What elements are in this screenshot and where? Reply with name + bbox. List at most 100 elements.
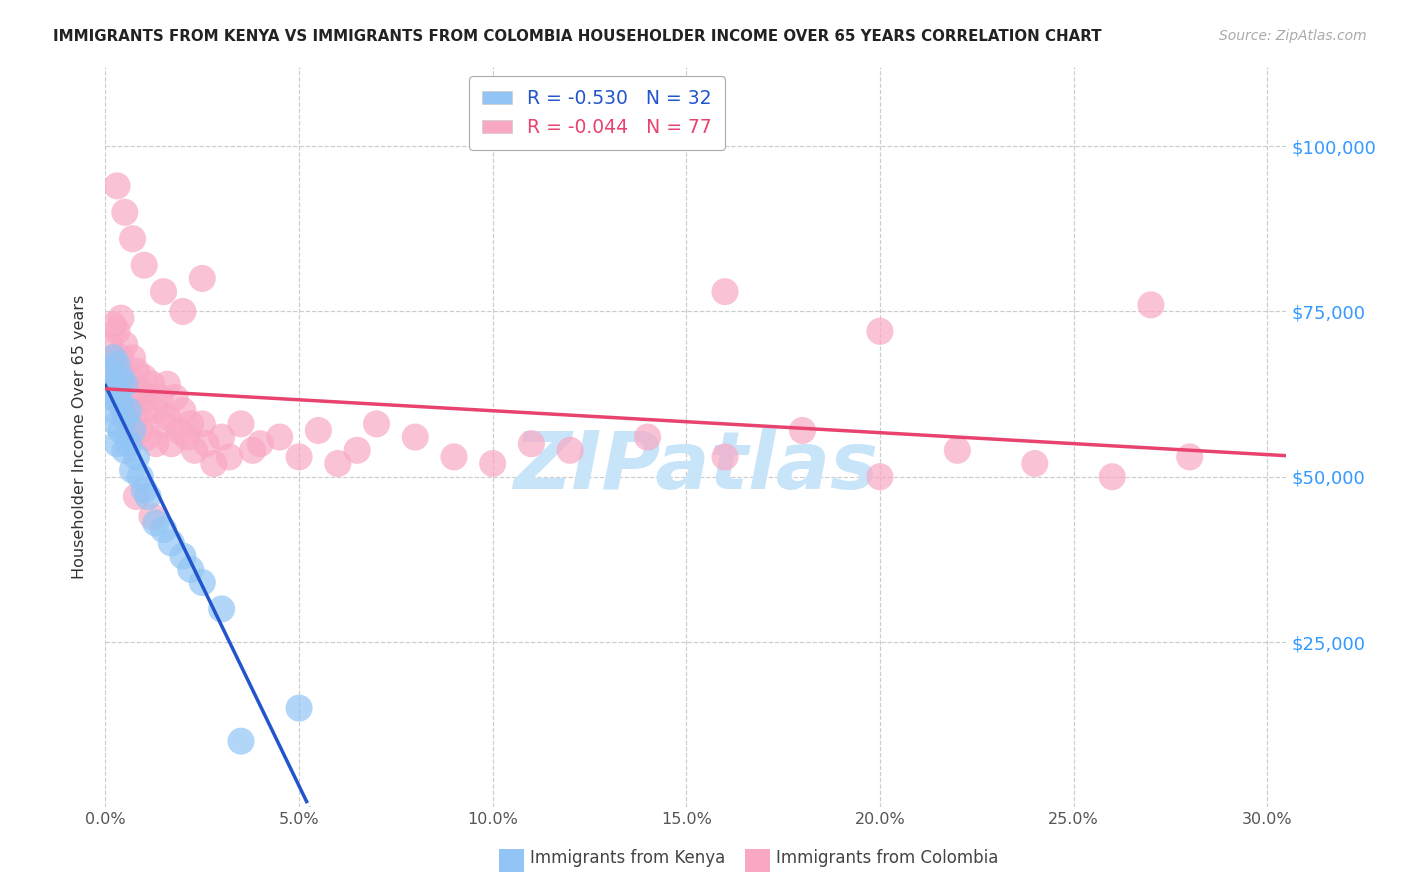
Text: Immigrants from Colombia: Immigrants from Colombia [776, 849, 998, 867]
Point [202, 457, 225, 471]
Point [105, 417, 128, 431]
Point [136, 490, 159, 504]
Point [714, 285, 737, 299]
Point [121, 351, 143, 365]
Point [125, 450, 148, 464]
Point [110, 351, 132, 365]
Point [149, 391, 172, 405]
Point [714, 450, 737, 464]
Point [152, 523, 174, 537]
Point [121, 232, 143, 246]
Point [134, 370, 156, 384]
Point [125, 410, 148, 425]
Point [121, 463, 143, 477]
Point [167, 424, 190, 438]
Point [156, 377, 179, 392]
Point [134, 258, 156, 272]
Point [180, 562, 202, 576]
Point [172, 304, 194, 318]
Point [98, 370, 121, 384]
Point [103, 351, 125, 365]
Point [114, 443, 136, 458]
Point [160, 536, 183, 550]
Point [110, 311, 132, 326]
Point [136, 430, 159, 444]
Point [141, 509, 163, 524]
Point [114, 377, 136, 392]
Point [288, 450, 311, 464]
Point [346, 443, 368, 458]
Point [129, 384, 152, 398]
Point [481, 457, 503, 471]
Point [114, 403, 136, 417]
Point [326, 457, 349, 471]
Point [125, 490, 148, 504]
Point [191, 271, 214, 285]
Point [172, 403, 194, 417]
Point [869, 324, 891, 338]
Point [118, 370, 141, 384]
Y-axis label: Householder Income Over 65 years: Householder Income Over 65 years [72, 295, 87, 579]
Point [98, 337, 121, 351]
Point [129, 424, 152, 438]
Point [211, 430, 233, 444]
Point [134, 403, 156, 417]
Point [114, 205, 136, 219]
Point [211, 602, 233, 616]
Point [792, 424, 814, 438]
Point [229, 734, 252, 748]
Point [404, 430, 426, 444]
Point [946, 443, 969, 458]
Point [160, 436, 183, 450]
Point [366, 417, 388, 431]
Point [183, 443, 205, 458]
Point [103, 377, 125, 392]
Point [176, 430, 198, 444]
Point [98, 364, 121, 378]
Point [103, 318, 125, 332]
Point [145, 403, 167, 417]
Point [118, 403, 141, 417]
Point [152, 417, 174, 431]
Point [180, 417, 202, 431]
Point [269, 430, 291, 444]
Point [103, 351, 125, 365]
Point [121, 391, 143, 405]
Point [121, 424, 143, 438]
Point [165, 391, 187, 405]
Legend: R = -0.530   N = 32, R = -0.044   N = 77: R = -0.530 N = 32, R = -0.044 N = 77 [470, 77, 725, 150]
Point [125, 364, 148, 378]
Point [141, 377, 163, 392]
Point [1101, 469, 1123, 483]
Point [110, 397, 132, 411]
Point [249, 436, 271, 450]
Point [105, 384, 128, 398]
Point [136, 391, 159, 405]
Point [307, 424, 329, 438]
Point [1178, 450, 1201, 464]
Point [1024, 457, 1046, 471]
Point [114, 337, 136, 351]
Point [118, 436, 141, 450]
Point [118, 417, 141, 431]
Point [156, 410, 179, 425]
Point [195, 436, 218, 450]
Point [129, 469, 152, 483]
Point [105, 364, 128, 378]
Point [105, 324, 128, 338]
Point [105, 178, 128, 193]
Text: IMMIGRANTS FROM KENYA VS IMMIGRANTS FROM COLOMBIA HOUSEHOLDER INCOME OVER 65 YEA: IMMIGRANTS FROM KENYA VS IMMIGRANTS FROM… [53, 29, 1102, 44]
Point [288, 701, 311, 715]
Point [110, 370, 132, 384]
Point [1140, 298, 1163, 312]
Point [145, 436, 167, 450]
Point [869, 469, 891, 483]
Point [152, 285, 174, 299]
Point [103, 403, 125, 417]
Point [520, 436, 543, 450]
Text: Source: ZipAtlas.com: Source: ZipAtlas.com [1219, 29, 1367, 43]
Point [110, 424, 132, 438]
Text: Immigrants from Kenya: Immigrants from Kenya [530, 849, 725, 867]
Point [98, 391, 121, 405]
Point [242, 443, 264, 458]
